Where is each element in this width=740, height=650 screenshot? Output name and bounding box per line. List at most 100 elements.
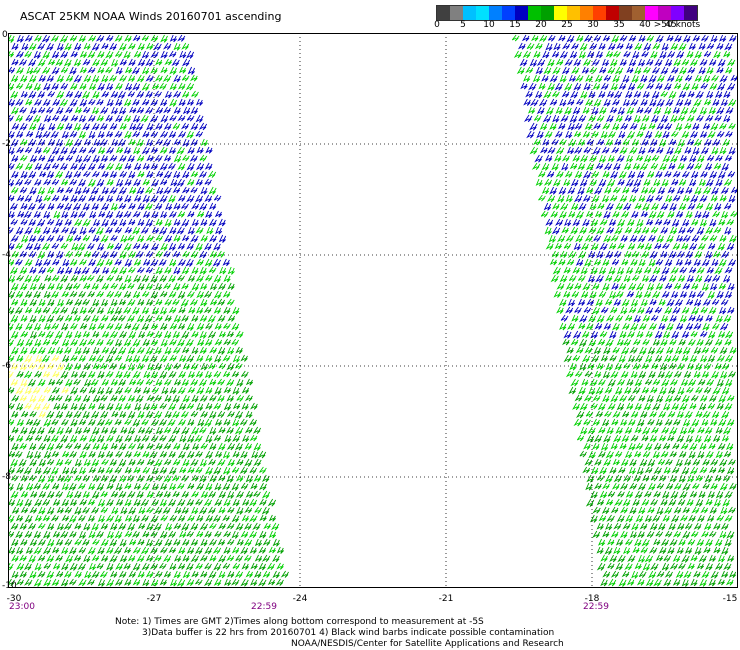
wind-barb — [173, 106, 181, 115]
wind-barb — [707, 330, 716, 339]
wind-barb — [114, 338, 123, 347]
wind-barb — [142, 578, 150, 587]
wind-barb — [149, 562, 158, 570]
wind-barb — [685, 250, 694, 259]
wind-barb — [105, 258, 113, 266]
wind-barb — [132, 82, 141, 91]
wind-barb — [46, 266, 55, 274]
wind-barb — [19, 74, 28, 83]
wind-barb — [177, 290, 186, 299]
wind-barb — [641, 274, 650, 283]
wind-barb — [205, 514, 213, 522]
wind-barb — [74, 154, 83, 163]
wind-barb — [163, 474, 172, 483]
wind-barb — [577, 202, 587, 211]
wind-barb — [145, 74, 154, 82]
wind-barb — [642, 474, 650, 482]
wind-barb — [15, 578, 24, 586]
wind-barb — [609, 194, 618, 202]
wind-barb — [133, 194, 142, 202]
wind-barb — [127, 410, 136, 419]
wind-barb — [37, 378, 46, 387]
wind-barb — [91, 490, 100, 499]
wind-barb — [73, 122, 81, 131]
wind-barb — [87, 546, 96, 555]
wind-barb — [724, 226, 732, 235]
wind-barb — [33, 50, 41, 59]
wind-barb — [177, 450, 186, 459]
wind-barb — [521, 34, 530, 42]
wind-barb — [575, 210, 584, 219]
wind-barb — [159, 306, 168, 315]
wind-barb — [693, 322, 702, 330]
wind-barb — [136, 362, 144, 370]
wind-barb — [106, 290, 115, 298]
wind-barb — [638, 322, 647, 331]
wind-barb — [603, 186, 612, 194]
wind-barb — [697, 378, 706, 386]
wind-barb — [136, 458, 145, 466]
wind-barb — [134, 402, 142, 411]
wind-barb — [173, 570, 181, 579]
wind-barb — [123, 322, 132, 330]
wind-barb — [678, 66, 687, 75]
wind-barb — [654, 170, 663, 178]
wind-barb — [601, 418, 610, 427]
wind-barb — [133, 482, 141, 490]
wind-barb — [55, 250, 64, 259]
wind-barb — [726, 418, 735, 427]
wind-barb — [190, 234, 199, 243]
wind-barb — [114, 322, 123, 331]
wind-barb — [51, 162, 60, 170]
wind-barb — [24, 514, 33, 523]
wind-barb — [10, 378, 18, 387]
wind-barb — [61, 290, 69, 298]
wind-barb — [605, 250, 614, 259]
wind-barb — [159, 290, 168, 298]
wind-barb — [118, 154, 127, 162]
wind-barb — [578, 314, 588, 323]
wind-barb — [145, 554, 154, 562]
wind-barb — [186, 114, 195, 122]
wind-barb — [180, 426, 190, 435]
wind-barb — [668, 162, 676, 170]
wind-barb — [25, 242, 33, 251]
wind-barb — [231, 322, 240, 331]
wind-barb — [718, 282, 726, 290]
wind-barb — [37, 442, 47, 451]
wind-barb — [577, 298, 586, 306]
wind-barb — [132, 242, 141, 250]
wind-barb — [545, 218, 554, 227]
wind-barb — [610, 82, 618, 91]
wind-barb — [50, 322, 60, 330]
wind-barb — [701, 410, 711, 419]
wind-barb — [214, 450, 223, 458]
colorbar-swatch — [593, 6, 606, 20]
wind-barb — [696, 226, 705, 235]
wind-barb — [643, 106, 652, 114]
wind-barb — [56, 506, 64, 514]
wind-barb — [728, 34, 737, 42]
wind-barb — [182, 154, 190, 162]
wind-barb — [181, 42, 190, 50]
wind-barb — [159, 146, 168, 154]
wind-barb — [172, 442, 181, 450]
wind-barb — [542, 138, 550, 146]
colorbar-swatch — [489, 6, 502, 20]
wind-barb — [55, 138, 64, 147]
wind-barb — [47, 218, 55, 226]
wind-barb — [105, 162, 114, 171]
wind-barb — [642, 202, 650, 211]
wind-barb — [714, 338, 723, 346]
wind-barb — [203, 242, 212, 251]
wind-barb — [259, 514, 267, 522]
wind-barb — [627, 418, 636, 426]
colorbar-tick-label: 20 — [535, 20, 547, 30]
wind-barb — [678, 202, 687, 211]
wind-barb — [20, 154, 28, 162]
wind-barb — [216, 394, 225, 402]
wind-barb — [182, 458, 190, 467]
wind-barb — [124, 258, 132, 267]
wind-barb — [629, 346, 638, 354]
wind-barb — [126, 490, 136, 499]
